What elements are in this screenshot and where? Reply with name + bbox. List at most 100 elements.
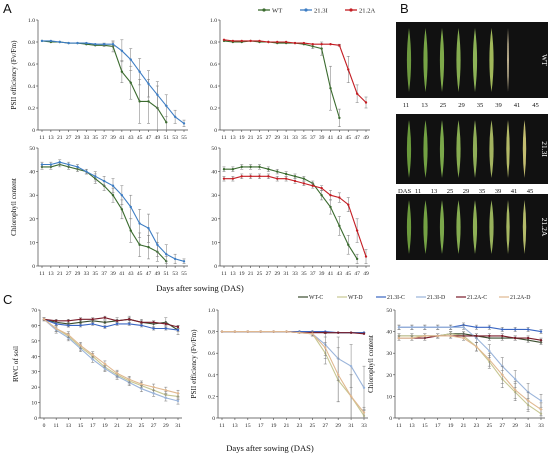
data-point: [513, 328, 517, 331]
data-point: [501, 334, 504, 338]
data-point: [410, 326, 414, 329]
leaf: [489, 120, 494, 178]
x-tick-label: 27: [499, 423, 505, 429]
series-line: [399, 326, 542, 402]
data-point: [58, 40, 61, 44]
data-point: [258, 175, 261, 178]
data-point: [115, 319, 119, 322]
data-point: [475, 326, 478, 329]
x-tick-label: 13: [66, 423, 72, 429]
data-point: [526, 328, 530, 331]
data-point: [338, 116, 341, 120]
x-tick-label: 45: [137, 271, 143, 277]
series-line: [42, 40, 185, 124]
y-tick-label: 10: [211, 240, 217, 246]
data-point: [449, 334, 452, 338]
x-tick-label: 35: [92, 135, 98, 141]
data-point: [102, 43, 106, 46]
data-point: [94, 175, 97, 178]
x-tick-label: 49: [155, 135, 161, 141]
leaf: [472, 28, 478, 92]
data-point: [156, 243, 159, 246]
y-tick-label: 50: [386, 308, 392, 314]
data-point: [329, 87, 332, 90]
series-line: [399, 324, 542, 333]
x-tick-label: 15: [422, 423, 428, 429]
data-point: [129, 81, 132, 84]
data-point: [76, 41, 79, 45]
x-tick-label: 21: [248, 271, 254, 277]
series-line: [41, 40, 167, 123]
data-point: [173, 115, 177, 119]
legend-panel-a: WT 21.3I 21.2A: [258, 7, 376, 14]
y-tick-label: 70: [31, 308, 37, 314]
x-tick-label: 31: [283, 271, 289, 277]
data-point: [284, 172, 288, 176]
series-212a-d: [42, 317, 180, 397]
x-tick-label: 27: [151, 423, 157, 429]
data-point: [152, 385, 155, 389]
x-tick-label: 13: [230, 271, 236, 277]
data-point: [349, 395, 353, 398]
data-point: [115, 372, 119, 375]
y-tick-label: 50: [29, 146, 35, 152]
chart-a2: 0 0.2 0.4 0.6 0.8 1.0 11 13 19 21 25 27 29 31 33 35 37 39…: [210, 18, 370, 141]
data-point: [320, 43, 323, 46]
y-tick-label: 30: [31, 370, 37, 376]
series-line: [43, 318, 179, 394]
x-tick-label: 35: [301, 135, 307, 141]
x-tick-label: 33: [292, 271, 298, 277]
day-label: 41: [514, 102, 521, 109]
data-point: [120, 194, 124, 197]
x-tick-label: 31: [525, 423, 531, 429]
data-point: [79, 318, 82, 321]
data-point: [111, 194, 115, 197]
y-tick-label: 40: [386, 330, 392, 336]
data-point: [67, 324, 70, 327]
data-point: [526, 336, 530, 340]
x-tick-label: 45: [137, 135, 143, 141]
data-point: [94, 43, 97, 46]
data-point: [173, 257, 177, 261]
day-label: 39: [495, 102, 502, 109]
x-tick-label: 45: [345, 135, 351, 141]
data-point: [103, 321, 107, 324]
x-tick-label: 11: [219, 423, 225, 429]
data-point: [449, 326, 452, 329]
y-tick-label: 10: [386, 394, 392, 400]
x-tick-label: 53: [172, 135, 178, 141]
data-point: [91, 322, 94, 326]
data-point: [475, 345, 478, 348]
data-point: [284, 177, 288, 180]
data-point: [329, 205, 332, 209]
x-tick-label: 13: [48, 271, 54, 277]
data-point: [129, 229, 132, 232]
leaf: [423, 28, 428, 92]
data-point: [397, 326, 401, 329]
data-point: [102, 179, 106, 183]
data-point: [140, 387, 143, 390]
photo-row-label: WT: [540, 54, 549, 66]
data-point: [475, 334, 478, 338]
data-point: [293, 179, 297, 183]
x-tick-label: 13: [230, 135, 236, 141]
leaf: [506, 120, 510, 178]
x-tick-label: 19: [239, 271, 245, 277]
series-wt-d: [220, 330, 366, 419]
data-point: [249, 175, 252, 178]
y-axis-label: Chlorophyll content: [367, 335, 375, 393]
x-tick-label: 21: [57, 135, 63, 141]
panel-letter-b: B: [400, 1, 409, 16]
leaf: [439, 120, 445, 178]
day-label: 11: [415, 188, 421, 195]
data-point: [49, 163, 53, 166]
x-tick-label: 41: [328, 271, 334, 277]
y-tick-label: 0: [389, 416, 392, 422]
leaf: [456, 120, 461, 178]
series-212a: [222, 38, 368, 109]
x-tick-label: 55: [181, 135, 187, 141]
y-tick-label: 0.2: [28, 106, 35, 112]
data-point: [320, 186, 323, 190]
x-tick-label: 49: [363, 135, 369, 141]
data-point: [293, 41, 297, 45]
